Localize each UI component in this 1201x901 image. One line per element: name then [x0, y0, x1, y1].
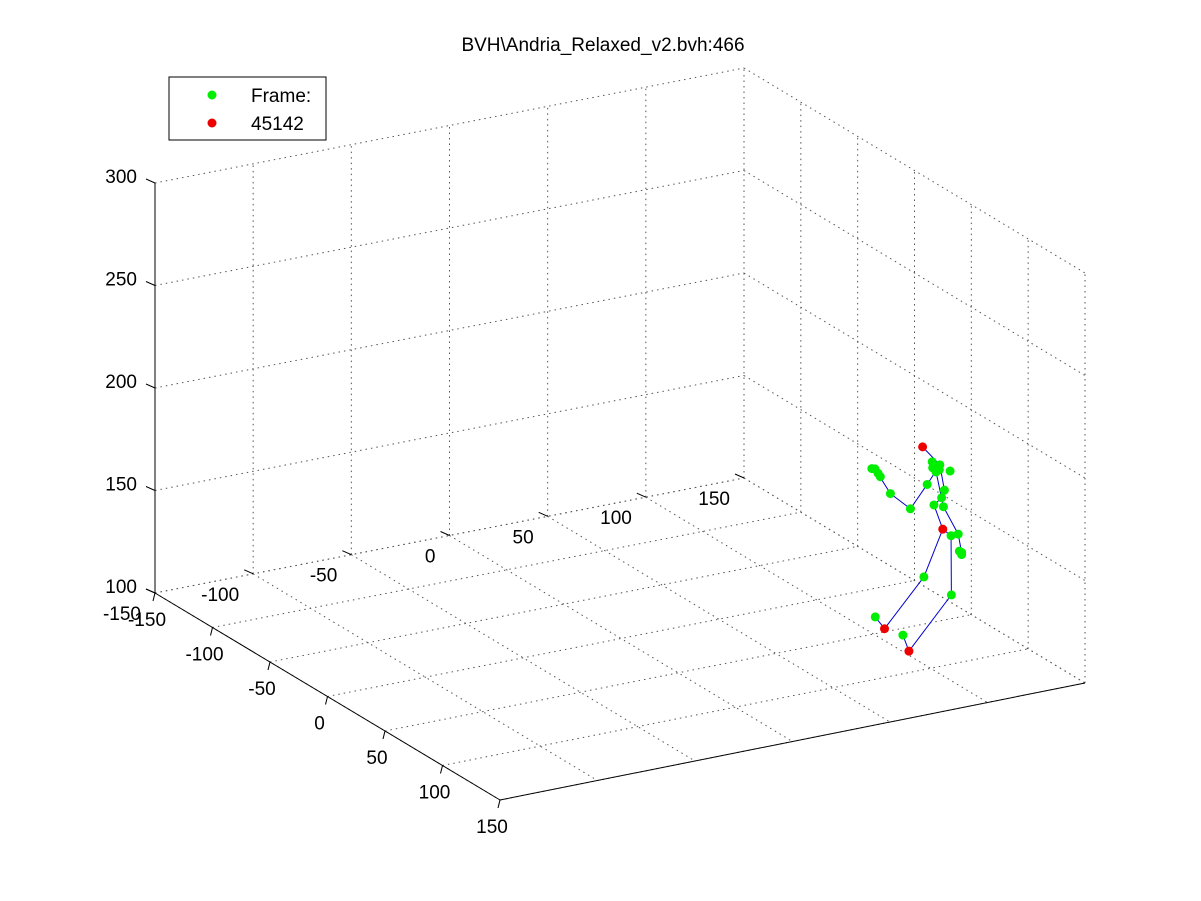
- y-tick-mark: [342, 550, 352, 556]
- joint-point: [898, 630, 908, 640]
- joint-point: [929, 500, 939, 510]
- x-tick-label: 100: [419, 783, 451, 804]
- grid-line-floor-x: [269, 545, 858, 663]
- joint-point: [885, 489, 895, 499]
- grid-line-left-z: [154, 67, 745, 184]
- grid-line-back-z: [743, 477, 1086, 684]
- joint-point: [905, 504, 915, 514]
- joint-point: [867, 464, 877, 474]
- z-tick-mark: [145, 588, 156, 594]
- joint-point: [919, 572, 929, 582]
- joint-point: [957, 550, 967, 560]
- z-tick-mark: [145, 486, 156, 491]
- legend-box: [168, 76, 327, 141]
- x-tick-label: -100: [185, 645, 223, 666]
- bone-segment: [923, 528, 944, 578]
- end-site-point: [880, 624, 890, 634]
- bone-segment: [884, 576, 925, 630]
- joint-point: [939, 485, 949, 495]
- z-tick-label: 150: [105, 475, 137, 496]
- y-tick-mark: [243, 569, 254, 575]
- x-tick-mark: [210, 627, 213, 636]
- y-tick-mark: [538, 511, 548, 517]
- chart-title: BVH\Andria_Relaxed_v2.bvh:466: [461, 35, 744, 56]
- legend-label-frame-number: 45142: [251, 114, 304, 135]
- x-axis-ticks: -150 -100 -50 0 50 100 150: [128, 592, 508, 838]
- bone-segment: [908, 594, 952, 652]
- x-tick-mark: [267, 661, 271, 671]
- grid-line-floor-x: [442, 648, 1029, 766]
- grid-line-back-z: [743, 67, 1086, 274]
- y-tick-mark: [636, 492, 647, 498]
- z-tick-mark: [145, 178, 156, 184]
- skeleton-bones: [874, 446, 963, 652]
- y-tick-label: -100: [201, 585, 239, 606]
- grid-line-left-z: [154, 272, 745, 389]
- end-site-point: [904, 646, 914, 656]
- bone-segment: [942, 506, 959, 535]
- x-tick-mark: [382, 730, 386, 740]
- y-tick-mark: [440, 531, 450, 536]
- z-tick-mark: [145, 281, 156, 286]
- joint-point: [946, 531, 956, 541]
- joint-point: [953, 529, 963, 539]
- grid-line-floor-y: [351, 554, 696, 762]
- y-tick-label: -150: [103, 604, 141, 625]
- grid-line-floor-y: [547, 515, 891, 723]
- x-tick-label: 150: [476, 817, 508, 838]
- y-tick-label: 0: [425, 547, 436, 568]
- grid-line-floor-x: [384, 614, 972, 732]
- x-tick-mark: [497, 799, 501, 809]
- x-tick-mark: [325, 696, 328, 705]
- y-axis-ticks: -150 -100 -50 0 50 100 150: [103, 473, 745, 625]
- legend-marker-frame-number: [207, 118, 217, 128]
- grid-line-floor-y: [449, 535, 793, 742]
- y-axis-line: [499, 682, 1086, 801]
- x-tick-label: -150: [128, 610, 166, 631]
- x-tick-mark: [152, 592, 156, 602]
- x-tick-label: 0: [314, 714, 325, 735]
- legend-label-frame: Frame:: [251, 86, 311, 107]
- axes-grid: [154, 67, 1086, 801]
- z-tick-label: 250: [105, 270, 137, 291]
- grid-line-left-z: [154, 170, 745, 286]
- data-points: [867, 442, 967, 656]
- z-tick-label: 100: [105, 577, 137, 598]
- grid-line-floor-y: [645, 496, 988, 703]
- joint-point: [875, 472, 885, 482]
- x-tick-mark: [440, 765, 443, 774]
- z-tick-mark: [145, 383, 156, 389]
- joint-point: [931, 467, 941, 477]
- y-tick-label: 100: [600, 508, 632, 529]
- z-tick-label: 200: [105, 372, 137, 393]
- grid-line-floor-x: [327, 580, 915, 697]
- joint-point: [922, 479, 932, 489]
- grid-line-back-z: [743, 272, 1086, 479]
- end-site-point: [918, 442, 928, 452]
- y-tick-label: 50: [513, 527, 534, 548]
- y-tick-label: -50: [310, 566, 337, 587]
- grid-line-back-z: [743, 170, 1086, 376]
- z-axis-ticks: 100 150 200 250 300: [105, 167, 156, 598]
- y-tick-label: 150: [698, 489, 730, 510]
- x-tick-label: 50: [366, 748, 387, 769]
- legend-marker-frame: [207, 90, 217, 100]
- joint-point: [946, 590, 956, 600]
- grid-line-back-z: [743, 375, 1086, 581]
- legend: Frame: 45142: [168, 76, 327, 141]
- z-tick-label: 300: [105, 167, 137, 188]
- grid-line-left-z: [154, 375, 745, 491]
- end-site-point: [938, 524, 948, 534]
- grid-line-floor-y: [252, 573, 598, 781]
- y-tick-mark: [734, 473, 745, 479]
- joint-point: [938, 502, 948, 512]
- bone-segment: [909, 484, 928, 510]
- x-tick-label: -50: [248, 679, 275, 700]
- joint-point: [937, 493, 947, 503]
- joint-point: [945, 466, 955, 476]
- joint-point: [870, 612, 880, 622]
